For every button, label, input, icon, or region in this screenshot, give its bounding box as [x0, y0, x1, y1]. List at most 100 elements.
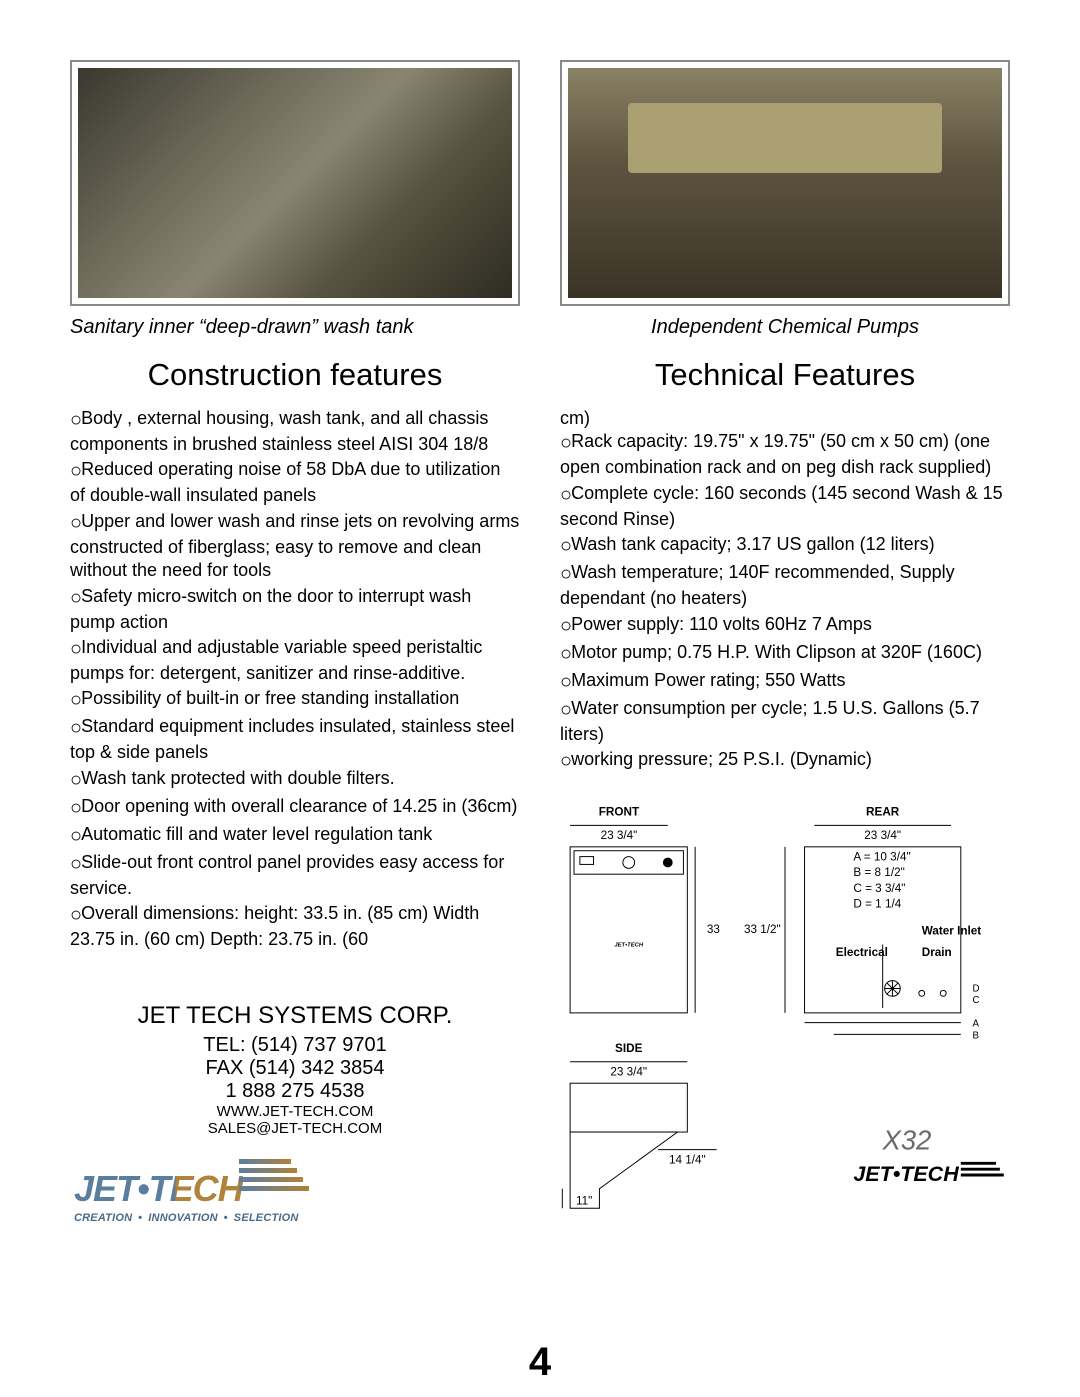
- item-text: Maximum Power rating; 550 Watts: [571, 670, 845, 690]
- tech-lead-line: cm): [560, 407, 1010, 430]
- construction-feature-list: Body , external housing, wash tank, and …: [70, 407, 520, 952]
- item-text: Wash tank protected with double filters.: [81, 768, 395, 788]
- fax-line: FAX (514) 342 3854: [70, 1057, 520, 1080]
- list-item: Body , external housing, wash tank, and …: [70, 407, 520, 456]
- bullet-icon: [70, 638, 75, 660]
- logo-tagline: CREATION•INNOVATION•SELECTION: [74, 1212, 520, 1224]
- tollfree-line: 1 888 275 4538: [70, 1080, 520, 1103]
- svg-text:D = 1 1/4: D = 1 1/4: [853, 897, 901, 910]
- list-item: Possibility of built-in or free standing…: [70, 687, 520, 713]
- svg-text:Drain: Drain: [922, 946, 952, 959]
- svg-text:X32: X32: [882, 1125, 932, 1156]
- right-section-title: Technical Features: [560, 357, 1010, 393]
- list-item: Wash tank capacity; 3.17 US gallon (12 l…: [560, 533, 1010, 559]
- chemical-pumps-photo: [568, 68, 1002, 298]
- logo-bars-icon: [239, 1159, 309, 1195]
- list-item: Power supply: 110 volts 60Hz 7 Amps: [560, 613, 1010, 639]
- item-text: Automatic fill and water level regulatio…: [81, 824, 432, 844]
- item-text: Safety micro-switch on the door to inter…: [70, 586, 471, 632]
- left-column: Sanitary inner “deep-drawn” wash tank Co…: [70, 60, 520, 1224]
- bullet-icon: [560, 643, 565, 665]
- item-text: Door opening with overall clearance of 1…: [81, 796, 517, 816]
- item-text: Wash tank capacity; 3.17 US gallon (12 l…: [571, 534, 935, 554]
- bullet-icon: [70, 512, 75, 534]
- item-text: Motor pump; 0.75 H.P. With Clipson at 32…: [571, 642, 982, 662]
- item-text: Overall dimensions: height: 33.5 in. (85…: [70, 903, 479, 949]
- svg-text:D: D: [973, 983, 980, 994]
- list-item: Individual and adjustable variable speed…: [70, 636, 520, 685]
- item-text: Upper and lower wash and rinse jets on r…: [70, 511, 519, 580]
- bullet-icon: [560, 432, 565, 454]
- list-item: Standard equipment includes insulated, s…: [70, 715, 520, 764]
- svg-text:JET•TECH: JET•TECH: [614, 942, 644, 948]
- item-text: Rack capacity: 19.75" x 19.75" (50 cm x …: [560, 431, 991, 477]
- svg-text:JET•TECH: JET•TECH: [853, 1162, 959, 1186]
- svg-text:14 1/4": 14 1/4": [669, 1153, 706, 1166]
- item-text: Water consumption per cycle; 1.5 U.S. Ga…: [560, 698, 980, 744]
- bullet-icon: [560, 563, 565, 585]
- svg-text:A: A: [973, 1019, 980, 1030]
- item-text: working pressure; 25 P.S.I. (Dynamic): [571, 749, 872, 769]
- bullet-icon: [70, 769, 75, 791]
- item-text: Power supply: 110 volts 60Hz 7 Amps: [571, 614, 872, 634]
- list-item: Maximum Power rating; 550 Watts: [560, 669, 1010, 695]
- left-caption: Sanitary inner “deep-drawn” wash tank: [70, 316, 520, 339]
- list-item: working pressure; 25 P.S.I. (Dynamic): [560, 748, 1010, 774]
- svg-text:23 3/4": 23 3/4": [610, 1065, 647, 1078]
- bullet-icon: [70, 853, 75, 875]
- svg-text:A = 10 3/4": A = 10 3/4": [853, 850, 910, 863]
- technical-feature-list: Rack capacity: 19.75" x 19.75" (50 cm x …: [560, 430, 1010, 774]
- svg-text:11": 11": [576, 1194, 592, 1207]
- list-item: Wash tank protected with double filters.: [70, 767, 520, 793]
- svg-text:23 3/4": 23 3/4": [601, 829, 638, 842]
- bullet-icon: [70, 460, 75, 482]
- list-item: Automatic fill and water level regulatio…: [70, 823, 520, 849]
- logo-block: JET•TECH CREATION•INNOVATION•SELECTION: [70, 1159, 520, 1224]
- svg-text:Water Inlet: Water Inlet: [922, 925, 982, 938]
- bullet-icon: [560, 484, 565, 506]
- item-text: Slide-out front control panel provides e…: [70, 852, 504, 898]
- item-text: Individual and adjustable variable speed…: [70, 637, 482, 683]
- dimension-diagram: FRONT 23 3/4" JET•TECH 33 REAR 23 3/4": [560, 798, 1010, 1218]
- bullet-icon: [70, 825, 75, 847]
- list-item: Upper and lower wash and rinse jets on r…: [70, 510, 520, 583]
- contact-block: JET TECH SYSTEMS CORP. TEL: (514) 737 97…: [70, 1002, 520, 1137]
- email-line: SALES@JET-TECH.COM: [70, 1120, 520, 1137]
- bullet-icon: [70, 717, 75, 739]
- item-text: Reduced operating noise of 58 DbA due to…: [70, 459, 500, 505]
- item-text: Complete cycle: 160 seconds (145 second …: [560, 483, 1003, 529]
- svg-text:23 3/4": 23 3/4": [864, 829, 901, 842]
- list-item: Complete cycle: 160 seconds (145 second …: [560, 482, 1010, 531]
- logo-text: JET•TECH: [74, 1168, 243, 1210]
- tagline-word: INNOVATION: [148, 1212, 217, 1224]
- bullet-icon: [70, 904, 75, 926]
- list-item: Wash temperature; 140F recommended, Supp…: [560, 561, 1010, 610]
- svg-text:REAR: REAR: [866, 806, 900, 819]
- svg-text:FRONT: FRONT: [599, 806, 640, 819]
- web-line: WWW.JET-TECH.COM: [70, 1103, 520, 1120]
- svg-text:33 1/2": 33 1/2": [744, 923, 781, 936]
- list-item: Reduced operating noise of 58 DbA due to…: [70, 458, 520, 507]
- right-column: Independent Chemical Pumps Technical Fea…: [560, 60, 1010, 1224]
- page-number: 4: [529, 1340, 551, 1385]
- left-section-title: Construction features: [70, 357, 520, 393]
- list-item: Slide-out front control panel provides e…: [70, 851, 520, 900]
- right-caption: Independent Chemical Pumps: [560, 316, 1010, 339]
- bullet-icon: [560, 699, 565, 721]
- item-text: Standard equipment includes insulated, s…: [70, 716, 514, 762]
- svg-text:33: 33: [707, 923, 720, 936]
- bullet-icon: [560, 535, 565, 557]
- item-text: Wash temperature; 140F recommended, Supp…: [560, 562, 955, 608]
- tagline-word: SELECTION: [234, 1212, 299, 1224]
- svg-text:Electrical: Electrical: [836, 946, 888, 959]
- svg-text:B: B: [973, 1030, 980, 1041]
- wash-tank-photo: [78, 68, 512, 298]
- photo-frame-right: [560, 60, 1010, 306]
- tel-line: TEL: (514) 737 9701: [70, 1034, 520, 1057]
- item-text: Possibility of built-in or free standing…: [81, 688, 459, 708]
- item-text: Body , external housing, wash tank, and …: [70, 408, 488, 454]
- list-item: Motor pump; 0.75 H.P. With Clipson at 32…: [560, 641, 1010, 667]
- diagram-svg: FRONT 23 3/4" JET•TECH 33 REAR 23 3/4": [560, 798, 1010, 1218]
- bullet-icon: [70, 409, 75, 431]
- bullet-icon: [70, 797, 75, 819]
